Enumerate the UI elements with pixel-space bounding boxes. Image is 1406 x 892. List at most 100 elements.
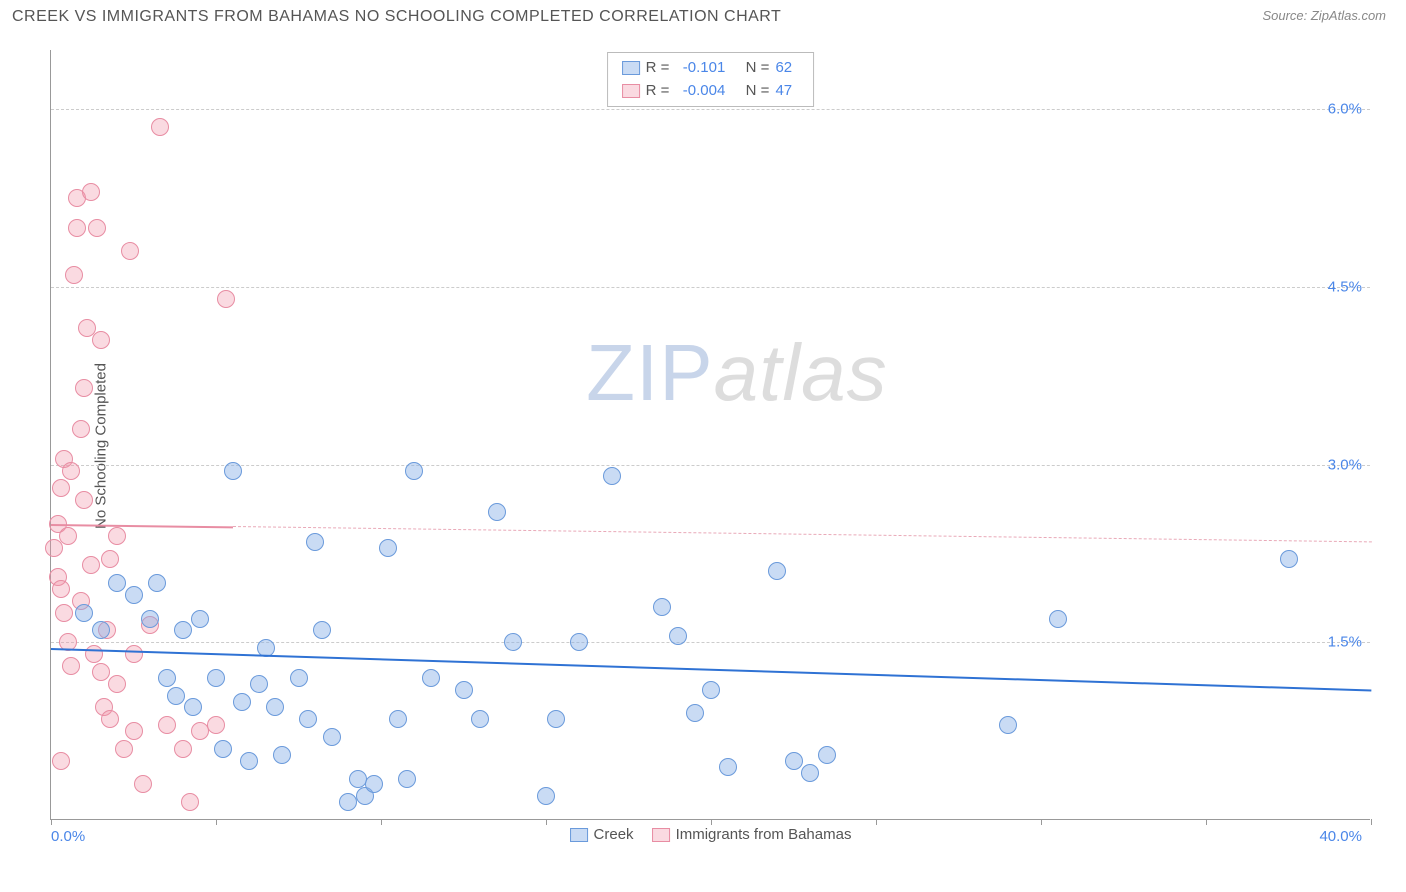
r-value-pink: -0.004 <box>675 80 725 103</box>
data-point <box>349 770 367 788</box>
data-point <box>101 710 119 728</box>
trendline <box>232 526 1371 542</box>
x-tick <box>876 819 877 825</box>
x-tick <box>1041 819 1042 825</box>
data-point <box>191 722 209 740</box>
x-min-label: 0.0% <box>51 828 85 845</box>
bottom-legend: Creek Immigrants from Bahamas <box>570 826 852 843</box>
data-point <box>121 242 139 260</box>
data-point <box>68 219 86 237</box>
data-point <box>603 467 621 485</box>
data-point <box>669 627 687 645</box>
stats-row-pink: R = -0.004 N = 47 <box>622 80 800 103</box>
data-point <box>125 722 143 740</box>
data-point <box>999 716 1017 734</box>
data-point <box>389 710 407 728</box>
legend-item-creek: Creek <box>570 826 634 843</box>
data-point <box>224 462 242 480</box>
data-point <box>379 539 397 557</box>
swatch-pink-icon <box>622 84 640 98</box>
data-point <box>1049 610 1067 628</box>
data-point <box>405 462 423 480</box>
data-point <box>339 793 357 811</box>
data-point <box>702 681 720 699</box>
gridline <box>51 642 1370 643</box>
data-point <box>801 764 819 782</box>
n-value-pink: 47 <box>775 80 799 103</box>
data-point <box>504 633 522 651</box>
data-point <box>52 479 70 497</box>
correlation-stats-box: R = -0.101 N = 62 R = -0.004 N = 47 <box>607 52 815 107</box>
data-point <box>115 740 133 758</box>
r-value-blue: -0.101 <box>675 57 725 80</box>
legend-swatch-blue-icon <box>570 828 588 842</box>
y-tick-label: 6.0% <box>1328 101 1362 118</box>
watermark: ZIPatlas <box>586 327 887 419</box>
data-point <box>52 580 70 598</box>
data-point <box>52 752 70 770</box>
x-tick <box>711 819 712 825</box>
source-label: Source: ZipAtlas.com <box>1262 8 1386 23</box>
data-point <box>214 740 232 758</box>
x-tick <box>1206 819 1207 825</box>
legend-label-creek: Creek <box>594 826 634 843</box>
data-point <box>72 420 90 438</box>
data-point <box>537 787 555 805</box>
data-point <box>75 491 93 509</box>
data-point <box>547 710 565 728</box>
data-point <box>422 669 440 687</box>
data-point <box>65 266 83 284</box>
data-point <box>250 675 268 693</box>
data-point <box>471 710 489 728</box>
data-point <box>290 669 308 687</box>
x-tick <box>1371 819 1372 825</box>
n-value-blue: 62 <box>775 57 799 80</box>
y-tick-label: 1.5% <box>1328 634 1362 651</box>
data-point <box>82 556 100 574</box>
data-point <box>108 675 126 693</box>
data-point <box>570 633 588 651</box>
data-point <box>233 693 251 711</box>
data-point <box>273 746 291 764</box>
x-tick <box>381 819 382 825</box>
data-point <box>55 604 73 622</box>
r-label: R = <box>646 57 670 80</box>
data-point <box>365 775 383 793</box>
data-point <box>653 598 671 616</box>
gridline <box>51 109 1370 110</box>
data-point <box>82 183 100 201</box>
gridline <box>51 465 1370 466</box>
trendline <box>51 524 233 528</box>
data-point <box>148 574 166 592</box>
data-point <box>174 740 192 758</box>
data-point <box>88 219 106 237</box>
watermark-zip: ZIP <box>586 328 713 417</box>
data-point <box>92 621 110 639</box>
data-point <box>167 687 185 705</box>
data-point <box>768 562 786 580</box>
data-point <box>174 621 192 639</box>
data-point <box>59 527 77 545</box>
data-point <box>181 793 199 811</box>
data-point <box>108 527 126 545</box>
watermark-atlas: atlas <box>714 328 888 417</box>
data-point <box>191 610 209 628</box>
data-point <box>134 775 152 793</box>
x-tick <box>216 819 217 825</box>
data-point <box>313 621 331 639</box>
data-point <box>1280 550 1298 568</box>
data-point <box>125 645 143 663</box>
data-point <box>266 698 284 716</box>
x-tick <box>51 819 52 825</box>
legend-item-bahamas: Immigrants from Bahamas <box>652 826 852 843</box>
data-point <box>398 770 416 788</box>
data-point <box>62 462 80 480</box>
data-point <box>151 118 169 136</box>
data-point <box>158 716 176 734</box>
data-point <box>306 533 324 551</box>
data-point <box>719 758 737 776</box>
data-point <box>686 704 704 722</box>
x-tick <box>546 819 547 825</box>
data-point <box>184 698 202 716</box>
data-point <box>785 752 803 770</box>
